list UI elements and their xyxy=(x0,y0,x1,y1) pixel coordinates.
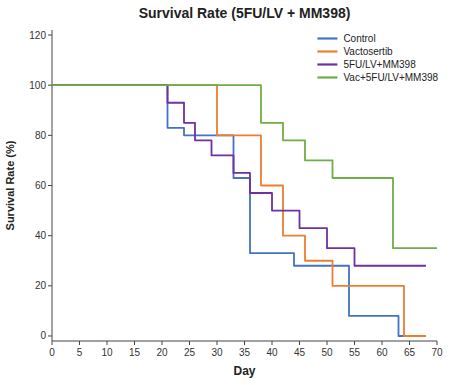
y-axis-label: Survival Rate (%) xyxy=(4,140,16,230)
y-tick xyxy=(48,335,52,336)
legend-swatch xyxy=(317,76,337,78)
y-tick xyxy=(48,85,52,86)
x-tick-label: 25 xyxy=(184,347,196,358)
y-tick-label: 120 xyxy=(29,30,46,41)
x-tick-label: 60 xyxy=(376,347,388,358)
x-tick xyxy=(134,341,135,345)
x-tick xyxy=(409,341,410,345)
x-tick xyxy=(162,341,163,345)
y-tick xyxy=(48,35,52,36)
legend: Control Vactosertib 5FU/LV+MM398 Vac+5FU/LV… xyxy=(317,33,438,83)
y-tick xyxy=(48,285,52,286)
series-line xyxy=(52,85,437,248)
x-tick xyxy=(79,341,80,345)
x-tick-label: 0 xyxy=(49,347,55,358)
x-axis-label: Day xyxy=(233,364,255,378)
y-tick-label: 60 xyxy=(35,180,47,191)
x-tick-label: 70 xyxy=(431,347,443,358)
x-tick-label: 10 xyxy=(101,347,113,358)
x-tick xyxy=(382,341,383,345)
x-tick xyxy=(244,341,245,345)
x-tick-label: 5 xyxy=(77,347,83,358)
y-tick xyxy=(48,185,52,186)
legend-swatch xyxy=(317,50,337,52)
legend-swatch xyxy=(317,63,337,65)
legend-swatch xyxy=(317,37,337,39)
title: Survival Rate (5FU/LV + MM398) xyxy=(139,5,351,21)
plot-lines xyxy=(52,85,437,336)
x-tick xyxy=(52,341,53,345)
y-tick-label: 0 xyxy=(40,330,46,341)
y-tick-label: 100 xyxy=(29,80,46,91)
x-tick-label: 45 xyxy=(294,347,306,358)
x-tick-label: 50 xyxy=(321,347,333,358)
legend-label: 5FU/LV+MM398 xyxy=(343,59,416,70)
y-tick-label: 80 xyxy=(35,130,47,141)
x-tick-label: 55 xyxy=(349,347,361,358)
legend-label: Vactosertib xyxy=(343,46,393,57)
legend-label: Control xyxy=(343,33,375,44)
series-line xyxy=(52,85,426,266)
x-tick xyxy=(272,341,273,345)
y-tick-label: 20 xyxy=(35,280,47,291)
x-tick xyxy=(354,341,355,345)
x-tick xyxy=(189,341,190,345)
x-tick xyxy=(299,341,300,345)
x-tick-label: 40 xyxy=(266,347,278,358)
legend-label: Vac+5FU/LV+MM398 xyxy=(343,72,438,83)
series-line xyxy=(52,85,426,336)
x-tick xyxy=(437,341,438,345)
y-tick xyxy=(48,135,52,136)
x-tick-label: 35 xyxy=(239,347,251,358)
x-tick xyxy=(217,341,218,345)
series-line xyxy=(52,85,426,336)
chart: Survival Rate (5FU/LV + MM398) 0 5 10 15 20 25… xyxy=(0,0,451,385)
x-tick-label: 15 xyxy=(129,347,141,358)
x-tick-label: 20 xyxy=(156,347,168,358)
x-tick xyxy=(107,341,108,345)
x-tick-label: 30 xyxy=(211,347,223,358)
x-tick xyxy=(327,341,328,345)
x-tick-label: 65 xyxy=(404,347,416,358)
y-tick-label: 40 xyxy=(35,230,47,241)
y-tick xyxy=(48,235,52,236)
